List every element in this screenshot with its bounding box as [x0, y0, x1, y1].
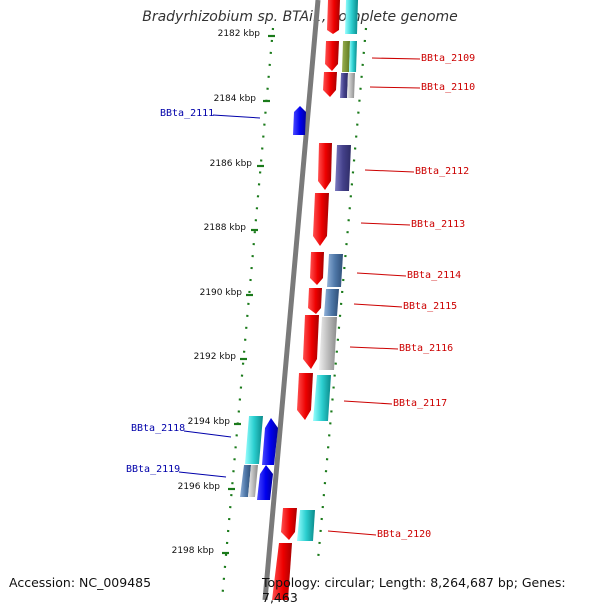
gene-block [257, 465, 273, 500]
genome-title: Bradyrhizobium sp. BTAi1, complete genom… [142, 9, 458, 25]
gene-block [262, 418, 278, 465]
gene-block [335, 145, 351, 191]
accession-text: Accession: NC_009485 [9, 575, 152, 590]
gene-block [324, 289, 339, 316]
gene-block [281, 508, 297, 540]
tick-label: 2198 kbp [171, 546, 214, 556]
gene-blocks-reverse [240, 106, 306, 500]
gene-block [303, 315, 319, 369]
gene-block [347, 73, 355, 98]
gene-block [327, 0, 340, 34]
guide-line-right [316, 27, 368, 561]
gene-label[interactable]: BBta_2113 [411, 219, 466, 230]
gene-block [297, 510, 315, 541]
gene-label[interactable]: BBta_2114 [407, 270, 462, 281]
gene-label[interactable]: BBta_2120 [377, 529, 432, 540]
tick-label: 2194 kbp [187, 417, 230, 427]
gene-block [313, 193, 329, 246]
gene-label[interactable]: BBta_2112 [415, 166, 470, 177]
gene-label[interactable]: BBta_2110 [421, 82, 476, 93]
gene-block [272, 543, 292, 600]
gene-block [323, 72, 337, 97]
gene-label[interactable]: BBta_2117 [393, 398, 448, 409]
topology-text: Topology: circular; Length: 8,264,687 bp… [262, 575, 566, 605]
gene-block [340, 73, 348, 98]
tick-label: 2196 kbp [177, 482, 220, 492]
gene-block [308, 288, 322, 314]
gene-block [325, 41, 339, 71]
gene-label[interactable]: BBta_2116 [399, 343, 454, 354]
major-ticks [222, 34, 275, 555]
gene-block [248, 465, 258, 497]
gene-block [342, 41, 350, 72]
label-connectors [178, 57, 421, 536]
gene-label[interactable]: BBta_2111 [160, 108, 215, 119]
gene-block [313, 375, 331, 421]
guide-line-left [220, 27, 275, 600]
gene-block [349, 41, 357, 72]
genome-backbone [262, 0, 321, 600]
tick-label: 2192 kbp [193, 352, 236, 362]
gene-block [310, 252, 324, 285]
gene-block [318, 143, 332, 190]
tick-label: 2186 kbp [209, 159, 252, 169]
gene-block [245, 416, 263, 464]
gene-block [297, 373, 313, 420]
gene-block [327, 254, 343, 287]
gene-label[interactable]: BBta_2119 [126, 464, 181, 475]
gene-label[interactable]: BBta_2118 [131, 423, 186, 434]
tick-label: 2188 kbp [203, 223, 246, 233]
tick-label: 2184 kbp [213, 94, 256, 104]
tick-label: 2182 kbp [217, 29, 260, 39]
gene-block [240, 465, 251, 497]
gene-label[interactable]: BBta_2115 [403, 301, 458, 312]
gene-block [345, 0, 358, 34]
gene-label[interactable]: BBta_2109 [421, 53, 476, 64]
gene-block [319, 317, 337, 370]
gene-block [293, 106, 306, 135]
gene-blocks-forward [272, 0, 358, 600]
tick-label: 2190 kbp [199, 288, 242, 298]
